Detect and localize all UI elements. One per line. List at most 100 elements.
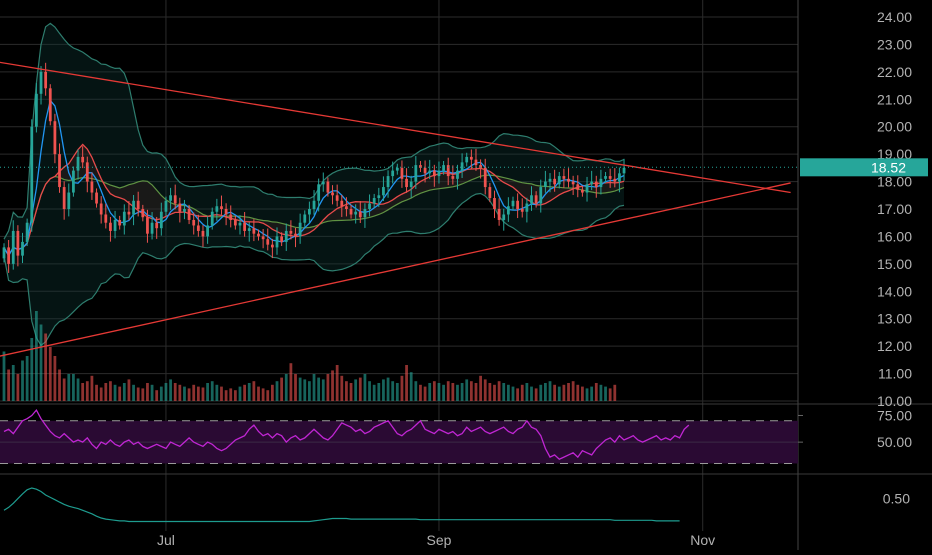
candle	[372, 193, 376, 208]
volume-bar	[104, 383, 108, 401]
volume-bar	[349, 383, 353, 401]
cloud-fill	[4, 144, 624, 256]
last-price-tag	[800, 158, 928, 177]
volume-bar	[562, 384, 566, 401]
price-tick-label: 13.00	[877, 311, 912, 327]
candle-body	[118, 219, 122, 226]
price-tick-label: 22.00	[877, 64, 912, 80]
candle	[243, 212, 247, 237]
candle-body	[127, 211, 131, 215]
candle	[58, 143, 61, 193]
candle	[224, 203, 228, 226]
candle-body	[294, 233, 297, 237]
candle	[604, 171, 607, 183]
volume-bar	[312, 374, 316, 401]
candle	[460, 153, 464, 179]
volume-bar	[331, 370, 334, 401]
volume-bar	[280, 377, 284, 401]
volume-bar	[99, 387, 103, 401]
candle	[7, 239, 11, 273]
candle-body	[132, 200, 135, 215]
candle-body	[159, 211, 163, 229]
volume-bar	[502, 383, 506, 401]
volume-bar	[557, 386, 561, 401]
volume-bar	[483, 379, 487, 401]
lower-tick-label: 0.50	[883, 491, 910, 507]
candle	[599, 169, 603, 195]
candle	[95, 188, 98, 208]
candle-body	[155, 222, 159, 229]
candle	[497, 198, 501, 226]
time-axis-label: Nov	[690, 532, 715, 548]
candle-body	[594, 181, 598, 188]
volume-bar	[196, 386, 200, 401]
candle-body	[345, 206, 348, 209]
volume-bar	[525, 383, 529, 401]
candle	[534, 191, 538, 208]
candle-body	[206, 225, 209, 237]
price-tick-label: 12.00	[877, 338, 912, 354]
price-tick-label: 18.00	[877, 174, 912, 190]
volume-bar	[16, 374, 20, 401]
volume-bar	[543, 383, 547, 401]
candle-body	[604, 176, 607, 179]
cloud-span-b	[3, 174, 625, 257]
candle	[303, 210, 307, 227]
volume-bar	[298, 377, 302, 401]
volume-bar	[414, 381, 418, 401]
candle-body	[349, 209, 353, 215]
volume-bar	[594, 383, 598, 401]
volume-bar	[460, 383, 464, 401]
candle	[525, 197, 529, 223]
candle-body	[414, 165, 418, 182]
volume-bar	[215, 384, 219, 401]
candle	[196, 214, 200, 237]
volume-bar	[405, 365, 408, 401]
candle-body	[622, 167, 626, 174]
volume-bar	[613, 384, 617, 401]
candle-body	[613, 178, 617, 182]
candle-body	[35, 93, 38, 127]
candle-body	[442, 165, 445, 171]
candle-body	[104, 214, 108, 223]
candle-body	[321, 181, 325, 185]
candle	[553, 169, 557, 192]
candle-body	[502, 214, 506, 220]
candle	[187, 204, 191, 225]
candle	[557, 171, 561, 189]
volume-bar	[44, 333, 48, 401]
candle	[576, 175, 580, 198]
candle-body	[460, 162, 464, 171]
candle-body	[303, 214, 307, 223]
candle	[159, 202, 163, 236]
candlesticks[interactable]	[2, 62, 626, 273]
candle	[109, 216, 112, 242]
candle-body	[183, 209, 186, 212]
trendlines[interactable]	[0, 55, 791, 365]
candle	[247, 222, 251, 242]
candle	[280, 232, 284, 247]
candle	[85, 156, 89, 193]
candle	[266, 228, 270, 251]
candle-body	[164, 200, 168, 212]
candle-body	[511, 200, 515, 207]
candle-body	[238, 222, 242, 226]
candle-body	[571, 181, 575, 185]
volume-bar	[39, 324, 43, 401]
volume-bar	[118, 386, 122, 401]
candle	[132, 195, 135, 226]
volume-bar	[247, 383, 251, 401]
candle-body	[58, 154, 61, 188]
candle	[215, 198, 219, 221]
volume-bar	[428, 383, 432, 401]
candle-body	[335, 195, 339, 201]
candle-body	[405, 178, 408, 188]
volume-bar	[7, 369, 11, 401]
candle	[562, 168, 566, 188]
candle	[72, 166, 75, 197]
volume-bar	[465, 379, 469, 401]
volume-bar	[289, 363, 293, 401]
candle-body	[196, 225, 200, 231]
